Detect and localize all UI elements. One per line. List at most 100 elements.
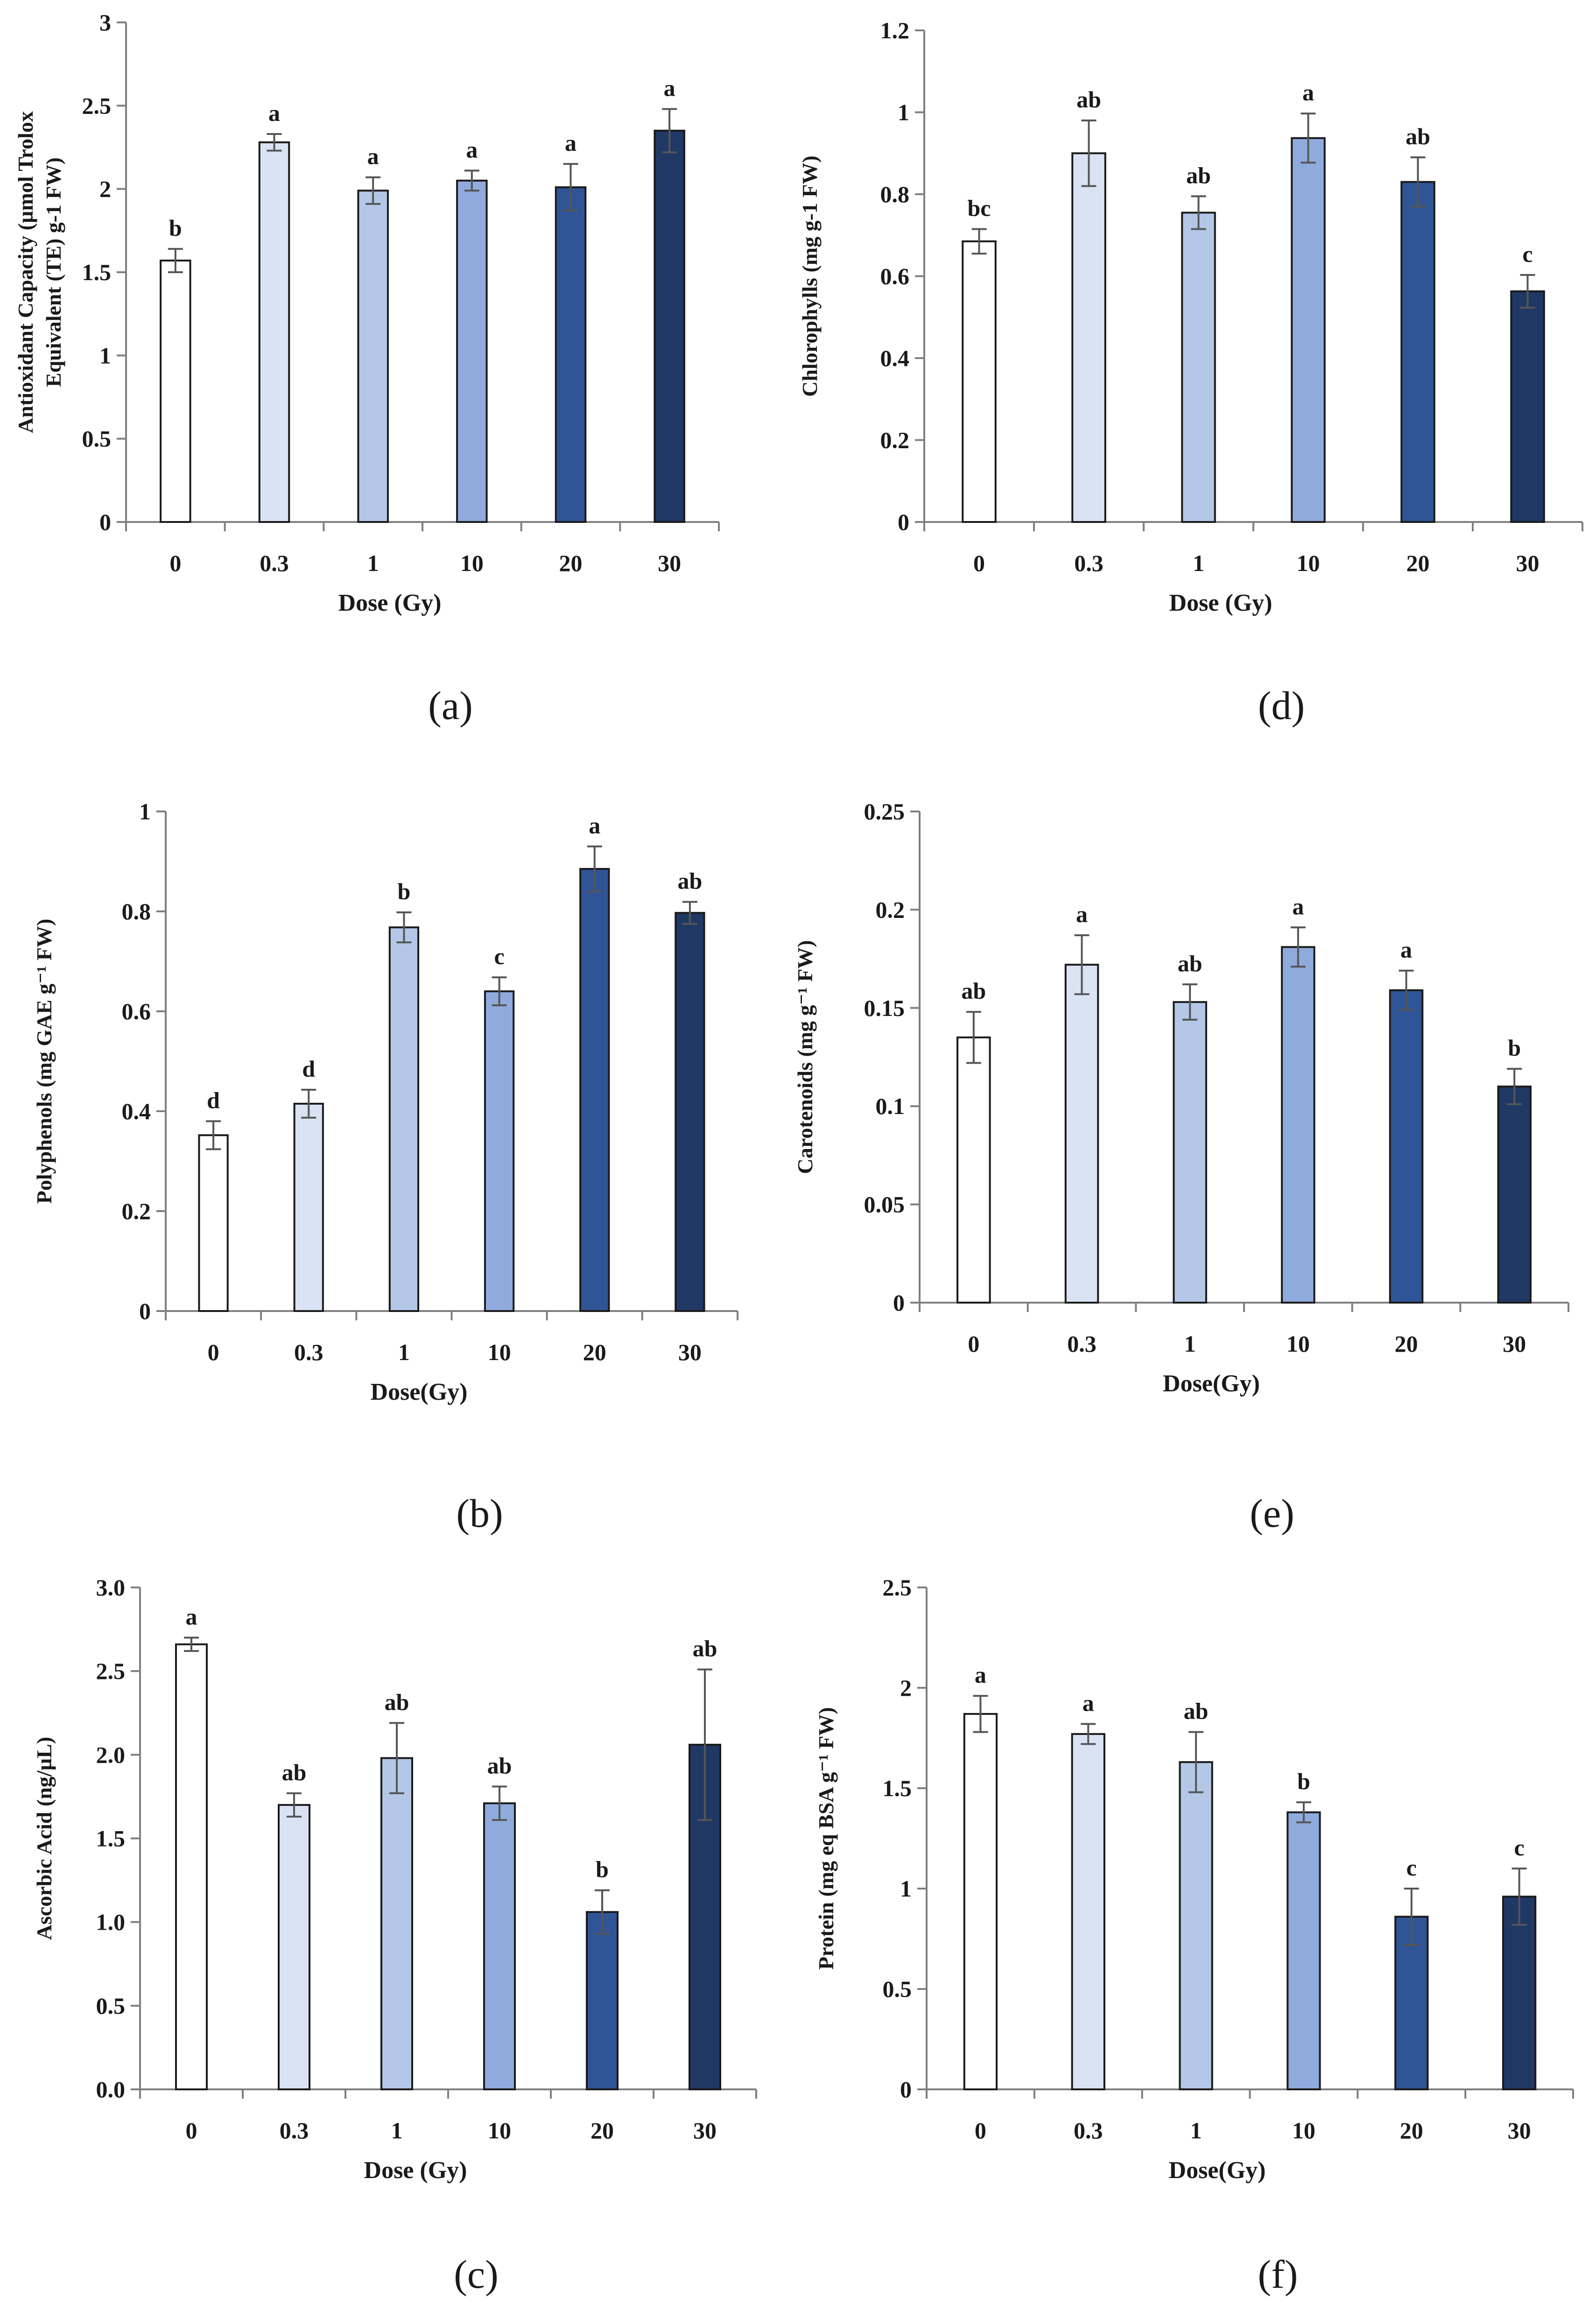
panel-e-y-axis-title: Carotenoids (mg g⁻¹ FW) [793, 940, 817, 1174]
panel-a-significance-letter: a [565, 130, 577, 156]
panel-b-x-tick-label: 0.3 [294, 1339, 323, 1365]
panel-d-y-tick-label: 1 [898, 99, 909, 126]
panel-a-y-tick-label: 2.5 [82, 92, 112, 119]
panel-d-bar-1 [1181, 212, 1216, 523]
panel-b-y-tick-label: 0.4 [122, 1098, 151, 1124]
panel-b-panel-label: (b) [456, 1491, 503, 1536]
panel-d-panel-label: (d) [1258, 683, 1305, 728]
panel-d-chart: 0 0.2 0.4 0.6 0.8 1 1.2 bc 0 ab 0.3 ab 1 a 10 ab 20 c 30 Do… [798, 17, 1583, 728]
panel-a-bar-0 [160, 260, 191, 523]
panel-e-x-tick-label: 10 [1287, 1331, 1310, 1357]
panel-a-bar-0.3 [258, 141, 290, 523]
panel-b-significance-letter: d [207, 1087, 220, 1113]
panel-f-error-bar-30 [1512, 1868, 1527, 1926]
panel-a-y-tick-label: 0.5 [82, 426, 112, 452]
panel-a-x-axis-title: Dose (Gy) [338, 590, 442, 616]
panel-a-bar-30 [654, 129, 685, 523]
panel-c-x-tick-label: 1 [391, 2117, 403, 2144]
panel-e-y-tick-label: 0.25 [864, 798, 905, 825]
panel-d-y-tick-label: 0.4 [880, 345, 910, 371]
panel-a-significance-letter: a [664, 75, 675, 101]
panel-c-significance-letter: ab [693, 1636, 717, 1662]
panel-b-bar-0.3 [293, 1102, 324, 1312]
panel-a-panel-label: (a) [428, 683, 472, 728]
panel-f-y-tick-label: 1 [900, 1876, 912, 1902]
panel-e-error-bar-1 [1182, 983, 1198, 1021]
panel-c-bar-0.3 [278, 1804, 310, 2090]
panel-e-significance-letter: b [1508, 1035, 1521, 1061]
panel-a-error-bar-10 [464, 169, 479, 192]
panel-f-panel-label: (f) [1258, 2252, 1298, 2297]
panel-d-bar-20 [1400, 181, 1435, 523]
panel-c-bar-0 [175, 1643, 208, 2090]
panel-e-y-tick-label: 0.2 [876, 896, 905, 923]
panel-c-y-tick-label: 3.0 [96, 1574, 126, 1601]
panel-d-x-tick-label: 30 [1516, 550, 1540, 576]
panel-a-error-bar-0.3 [267, 133, 282, 152]
panel-a-y-tick-label: 1.5 [82, 259, 112, 285]
panel-f-error-bar-10 [1296, 1801, 1311, 1824]
panel-d-y-tick-label: 1.2 [880, 17, 910, 43]
panel-d-y-tick-label: 0 [898, 509, 909, 535]
panel-c-significance-letter: ab [385, 1689, 409, 1715]
panel-a-x-tick-label: 1 [367, 550, 379, 576]
panel-f-x-tick-label: 10 [1292, 2117, 1315, 2144]
panel-f-bar-30 [1502, 1896, 1537, 2090]
panel-e-bar-10 [1281, 946, 1315, 1304]
panel-c-error-bar-10 [492, 1785, 507, 1821]
panel-a-error-bar-30 [662, 108, 677, 154]
panel-e-x-tick-label: 20 [1395, 1331, 1418, 1357]
panel-d-significance-letter: ab [1406, 123, 1430, 149]
panel-a-y-axis-title: Equivalent (TE) g-1 FW) [42, 157, 65, 387]
panel-e-error-bar-20 [1399, 969, 1414, 1011]
panel-f-y-tick-label: 2.5 [883, 1574, 912, 1601]
panel-c-panel-label: (c) [454, 2252, 498, 2297]
panel-c-x-tick-label: 30 [693, 2117, 717, 2144]
panel-f-x-tick-label: 0 [975, 2117, 986, 2144]
panel-e-bar-0.3 [1064, 964, 1099, 1304]
panel-f-bar-0 [963, 1713, 998, 2090]
panel-f-x-tick-label: 0.3 [1074, 2117, 1103, 2144]
panel-a-chart: 0 0.5 1 1.5 2 2.5 3 b 0 a 0.3 a 1 a 10 a 20 a 30 Dose (Gy) A… [14, 9, 720, 728]
panel-d-error-bar-0.3 [1081, 120, 1097, 187]
panel-c-x-axis-title: Dose (Gy) [364, 2157, 467, 2184]
panel-a-significance-letter: b [169, 215, 182, 241]
panel-f-significance-letter: c [1514, 1834, 1524, 1861]
panel-a-x-tick-label: 10 [460, 550, 484, 576]
panel-e-y-tick-label: 0 [893, 1290, 905, 1316]
panel-e-y-tick-label: 0.1 [876, 1093, 905, 1119]
panel-e-chart: 0 0.05 0.1 0.15 0.2 0.25 ab 0 a 0.3 ab 1 a 10 a 20 b 30 Do… [793, 798, 1569, 1536]
panel-b-y-tick-label: 0 [139, 1298, 151, 1324]
panel-b-y-tick-label: 0.2 [122, 1198, 151, 1224]
panel-d-error-bar-0 [971, 228, 987, 255]
panel-c-bar-10 [483, 1802, 516, 2090]
panel-f-error-bar-0.3 [1081, 1723, 1096, 1745]
panel-d-error-bar-1 [1191, 195, 1206, 230]
panel-b-y-tick-label: 0.6 [122, 998, 151, 1024]
panel-f-error-bar-1 [1188, 1731, 1204, 1793]
panel-b-significance-letter: b [398, 878, 411, 904]
panel-b-bar-20 [579, 868, 610, 1312]
panel-d-bar-10 [1291, 137, 1326, 523]
panel-f-error-bar-20 [1404, 1888, 1419, 1946]
panel-b-error-bar-0.3 [301, 1088, 316, 1119]
panel-b-bar-10 [484, 990, 515, 1312]
panel-c-error-bar-1 [389, 1722, 404, 1794]
panel-f-y-tick-label: 0.5 [883, 1976, 912, 2002]
panel-d-significance-letter: ab [1076, 86, 1101, 113]
panel-e-significance-letter: ab [1178, 950, 1202, 976]
panel-b-error-bar-20 [587, 845, 602, 893]
panel-b-x-tick-label: 0 [208, 1339, 219, 1365]
panel-b-y-tick-label: 0.8 [122, 898, 151, 924]
panel-d-x-tick-label: 0 [973, 550, 985, 576]
panel-a-bar-20 [555, 186, 587, 523]
panel-e-x-tick-label: 0 [968, 1331, 979, 1357]
panel-a-y-tick-label: 1 [99, 342, 111, 368]
panel-c-y-tick-label: 0.5 [96, 1993, 126, 2019]
panel-b-x-tick-label: 20 [583, 1339, 606, 1365]
panel-e-significance-letter: a [1076, 901, 1088, 927]
panel-f-x-tick-label: 1 [1190, 2117, 1202, 2144]
panel-c-y-tick-label: 2.0 [96, 1742, 126, 1768]
panel-f-y-axis-title: Protein (mg eq BSA g⁻¹ FW) [814, 1707, 838, 1969]
panel-c-y-axis-title: Ascorbic Acid (ng/µL) [32, 1737, 56, 1940]
